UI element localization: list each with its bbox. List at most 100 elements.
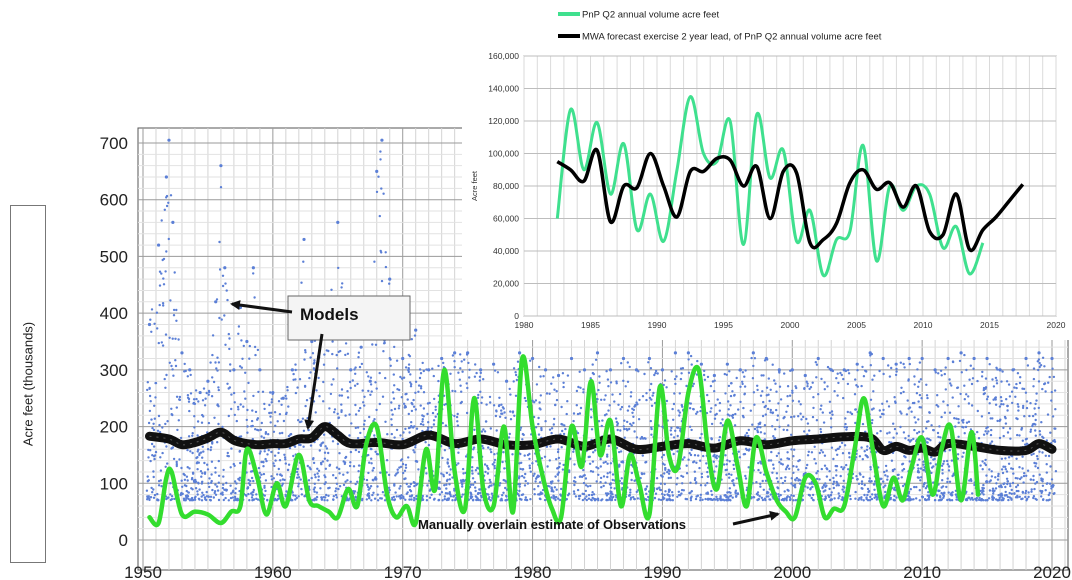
model-scatter-point [486,472,490,475]
model-scatter-point [460,390,463,393]
model-scatter-point [354,413,358,416]
model-scatter-point [756,430,760,434]
model-scatter-point [203,461,206,465]
model-scatter-point [650,382,653,386]
model-scatter-point [529,470,532,473]
model-scatter-point [640,472,643,475]
model-scatter-point [559,498,562,502]
model-scatter-point [340,403,343,406]
models-arrow-down [304,333,324,430]
model-scatter-point [565,412,568,416]
model-scatter-point [950,499,954,502]
model-scatter-point [828,470,831,473]
model-scatter-point [990,428,993,432]
model-scatter-point [335,482,339,485]
model-scatter-point [967,420,971,423]
model-scatter-point [399,497,402,500]
model-scatter-point [576,431,580,435]
model-scatter-point [401,462,405,466]
model-scatter-point [550,382,553,385]
model-scatter-point [1054,470,1058,473]
model-scatter-point [260,421,263,425]
model-scatter-point [373,497,377,500]
model-scatter-point [861,487,864,490]
model-scatter-point [475,371,478,375]
model-scatter-point [868,489,871,493]
model-scatter-point [313,482,316,485]
model-scatter-point [379,158,382,161]
model-scatter-point [1031,424,1034,428]
model-scatter-point [653,497,657,500]
model-scatter-point [632,415,635,418]
model-scatter-point [262,465,265,468]
model-scatter-point [830,446,834,449]
model-scatter-point [279,473,282,476]
model-scatter-point [395,428,399,432]
model-scatter-point [316,472,319,475]
model-scatter-point [372,466,375,470]
model-scatter-point [327,494,330,497]
model-scatter-point [557,466,560,470]
model-scatter-point [360,499,364,502]
model-scatter-point [1025,499,1028,502]
model-scatter-point [989,433,993,437]
model-scatter-point [595,480,598,483]
model-scatter-point [706,492,710,495]
model-scatter-point [175,462,178,466]
model-scatter-point [710,422,714,426]
model-scatter-point [262,436,266,439]
model-scatter-point [1021,491,1025,494]
model-scatter-point [256,348,260,352]
model-scatter-point [1046,413,1050,416]
model-scatter-point [609,381,613,384]
model-scatter-point [557,456,561,460]
model-scatter-point [272,477,275,480]
model-scatter-point [484,470,487,474]
model-scatter-point [935,403,938,407]
model-scatter-point [168,336,171,339]
model-scatter-point [370,499,373,502]
model-scatter-point [211,440,214,444]
model-peak-point [816,356,820,361]
model-scatter-point [730,414,734,417]
model-scatter-point [772,463,775,466]
model-scatter-point [359,431,362,435]
model-scatter-point [930,471,933,475]
model-scatter-point [150,308,154,311]
model-scatter-point [607,409,610,412]
inset-x-tick-label: 2010 [914,320,933,330]
model-scatter-point [478,379,481,382]
model-scatter-point [620,460,623,464]
model-scatter-point [562,381,565,384]
model-scatter-point [445,483,448,486]
model-scatter-point [369,393,372,396]
model-scatter-point [277,400,281,403]
model-scatter-point [719,422,722,425]
model-scatter-point [957,405,960,408]
model-scatter-point [984,377,988,380]
model-scatter-point [252,479,255,483]
model-scatter-point [688,407,692,410]
model-scatter-point [306,464,309,468]
model-scatter-point [576,488,580,492]
model-scatter-point [203,496,207,499]
model-peak-point [985,356,989,361]
model-scatter-point [986,499,989,502]
model-scatter-point [196,456,199,459]
model-scatter-point [703,378,707,381]
model-scatter-point [967,402,971,405]
model-scatter-point [281,482,285,485]
model-scatter-point [860,446,863,449]
model-scatter-point [623,427,626,431]
model-scatter-point [294,368,297,372]
model-scatter-point [205,490,208,494]
model-scatter-point [907,379,910,382]
model-scatter-point [349,461,352,464]
model-scatter-point [777,495,781,498]
model-scatter-point [1020,426,1024,430]
model-scatter-point [902,390,905,394]
model-scatter-point [798,482,802,485]
model-scatter-point [361,389,364,392]
model-scatter-point [373,418,376,421]
model-scatter-point [718,401,722,405]
